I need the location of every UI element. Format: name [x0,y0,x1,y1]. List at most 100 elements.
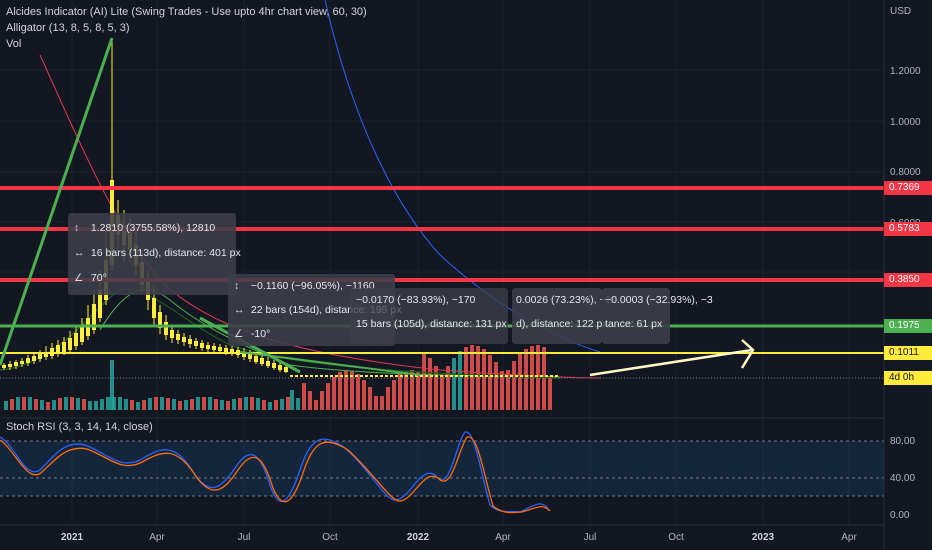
volume-bar [422,352,426,410]
candle-body [26,358,30,363]
tooltip-angle: 70° [90,272,107,284]
volume-bar [404,371,408,410]
x-tick: Jul [583,532,597,543]
alligator-legend[interactable]: Alligator (13, 8, 5, 8, 5, 3) [6,22,130,34]
measure-tooltip[interactable]: ↕ 1.2810 (3755.58%), 12810 ↔ 16 bars (11… [68,213,241,295]
candle-body [500,375,503,377]
rsi-k-line [0,431,549,513]
candle-body [320,375,323,377]
volume-bar [142,400,146,410]
volume-bar [380,396,384,410]
candle-body [278,365,282,370]
volume-bar [290,390,294,410]
candle-body [505,375,508,377]
x-tick: Apr [149,532,165,543]
volume-bar [286,397,290,410]
volume-bar [440,375,444,410]
candle-body [450,375,453,377]
rsi-d-line [0,436,551,514]
stoch-rsi-legend[interactable]: Stoch RSI (3, 3, 14, 14, close) [6,421,153,433]
volume-bar [88,401,92,410]
x-tick: Oct [322,532,338,543]
candle-body [188,339,192,344]
volume-bar [94,401,98,410]
candle-body [2,365,6,368]
volume-bar [326,383,330,410]
candle-body [370,375,373,377]
angle-icon: ∠ [234,328,244,340]
level-tag: 0.3850 [884,273,932,287]
volume-bar [34,399,38,410]
volume-bar [190,399,194,410]
volume-bar [416,372,420,410]
volume-bar [452,358,456,410]
candle-body [200,343,204,348]
tooltip-bars: d), distance: 122 px [516,318,608,330]
candle-body [460,375,463,377]
volume-bar [320,391,324,410]
volume-bar [52,400,56,410]
volume-bar [488,355,492,410]
volume-bar [332,377,336,410]
height-icon: ↕ [234,280,240,292]
trendline-up[interactable] [0,37,114,366]
volume-bar [482,349,486,410]
trendline-flat[interactable] [239,351,421,376]
measure-tooltip[interactable]: −0.0170 (−83.93%), −170 15 bars (105d), … [350,288,508,344]
candle-body [74,333,78,346]
volume-bar [368,387,372,410]
volume-bar [512,361,516,410]
candle-body [56,345,60,354]
x-tick: 2022 [406,532,430,543]
volume-bar [398,374,402,410]
candle-body [525,375,528,377]
candle-body [254,356,258,362]
candle-body [310,375,313,377]
candle-body [305,375,308,377]
volume-bar [434,366,438,410]
candle-body [284,367,288,372]
grid [0,0,884,525]
volume-bar [4,401,8,410]
volume-bar [22,397,26,410]
volume-bar [106,397,110,410]
candle-body [520,375,523,377]
candle-body [218,347,222,351]
volume-bar [296,398,300,410]
volume-bar [262,400,266,410]
tooltip-price-change: 0.0026 (73.23%), −26 [516,294,618,306]
volume-bar [280,399,284,410]
measure-tooltip[interactable]: 0.0026 (73.23%), −26 d), distance: 122 p… [512,288,617,344]
level-tag: 0.7369 [884,181,932,195]
volume-bar [410,370,414,410]
candle-body [365,375,368,377]
tooltip-bars: 16 bars (113d), distance: 401 px [90,247,241,259]
volume-bar [232,399,236,410]
rsi-band [0,441,884,496]
volume-bar [100,399,104,410]
volume-bar [154,397,158,410]
volume-bar [46,402,50,410]
candle-body [206,345,210,349]
candle-body [495,375,498,377]
volume-bar [386,387,390,410]
candle-body [38,354,42,359]
volume-bar [494,362,498,410]
candle-body [400,375,403,377]
volume-bar [238,398,242,410]
volume-legend[interactable]: Vol [6,38,22,50]
measure-tooltip[interactable]: −0.0003 (−32.93%), −3 tance: 61 px [602,288,713,344]
candle-body [360,375,363,377]
indicator-legend[interactable]: Alcides Indicator (AI) Lite (Swing Trade… [6,6,367,18]
volume-bar [28,397,32,410]
price-tick: 0.8000 [890,167,921,178]
volume-bar [166,398,170,410]
candle-body [475,375,478,377]
projection-arrow-line[interactable] [589,348,753,377]
candle-body [440,375,443,377]
candle-body [435,375,438,377]
tooltip-price-change: −0.1160 (−96.05%), −1160 [250,280,375,292]
height-icon: ↕ [74,222,80,234]
candle-body [242,352,246,357]
